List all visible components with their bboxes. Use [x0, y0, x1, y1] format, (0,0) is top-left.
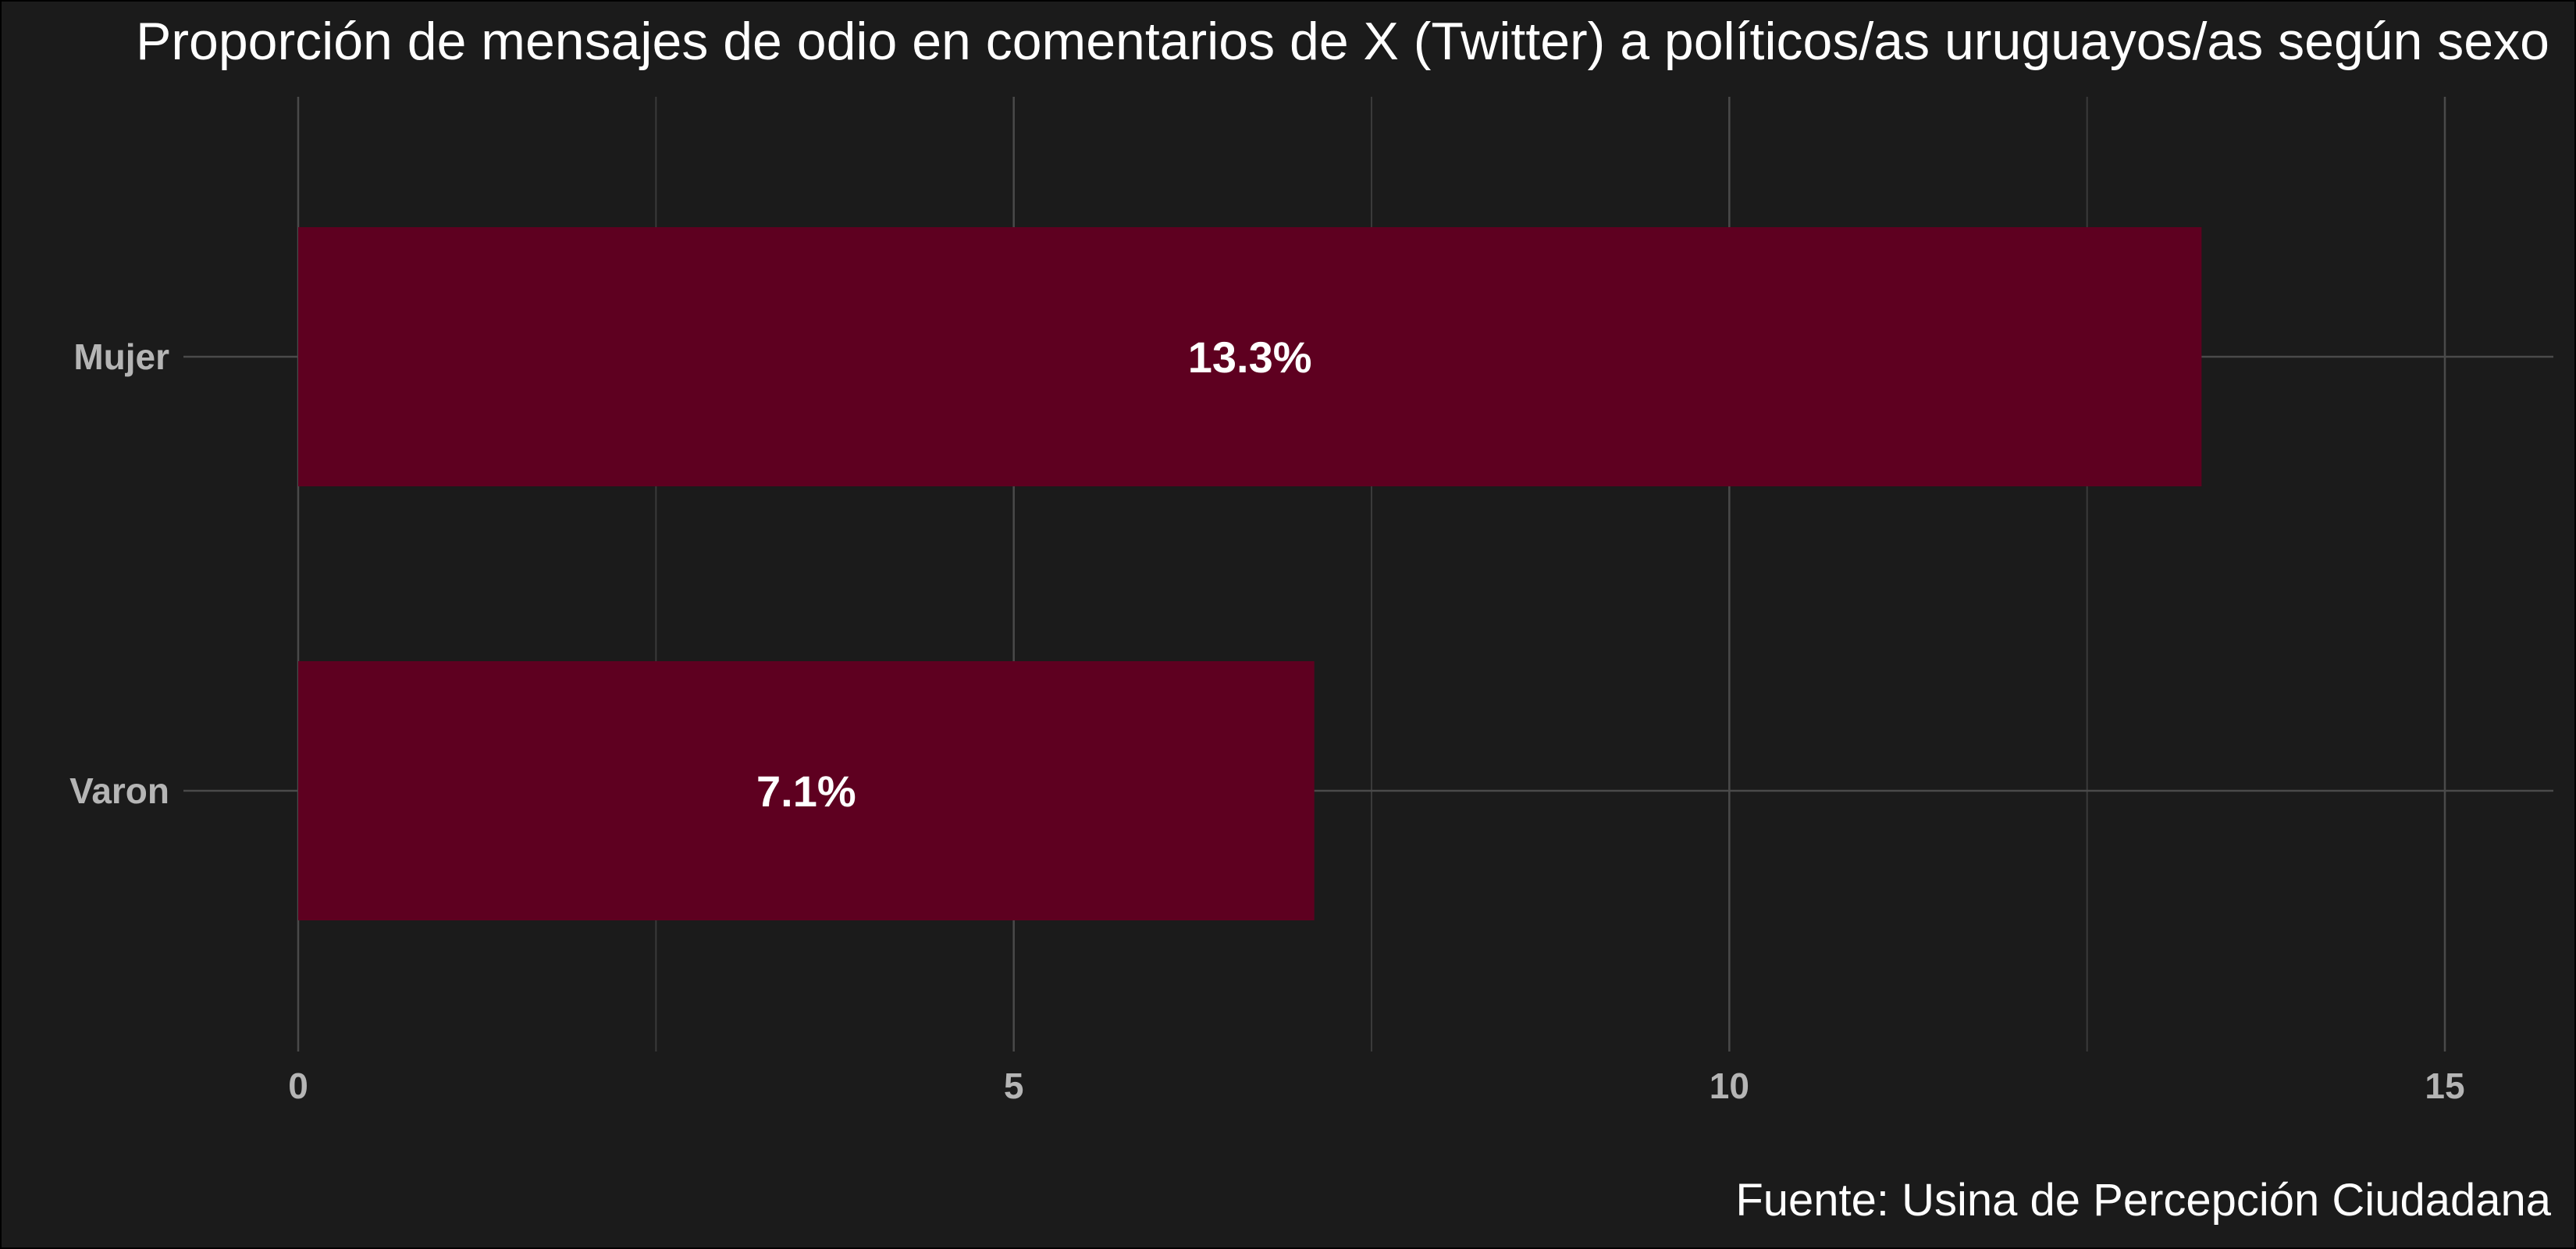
bars-group: 13.3% 7.1% [298, 227, 2202, 920]
x-tick-label: 0 [288, 1066, 308, 1106]
y-axis: Mujer Varon [69, 336, 169, 811]
chart-caption: Fuente: Usina de Percepción Ciudadana [1735, 1175, 2551, 1226]
x-tick-label: 5 [1004, 1066, 1024, 1106]
y-category-label: Mujer [73, 336, 169, 377]
bar-value-label: 13.3% [1188, 333, 1312, 382]
x-tick-label: 10 [1710, 1066, 1749, 1106]
bar-value-label: 7.1% [756, 767, 856, 816]
bar [298, 227, 2202, 486]
chart-title: Proporción de mensajes de odio en coment… [136, 12, 2549, 71]
x-tick-label: 15 [2425, 1066, 2464, 1106]
y-category-label: Varon [69, 770, 169, 811]
x-axis: 0 5 10 15 [288, 1066, 2464, 1106]
bar [298, 661, 1315, 920]
